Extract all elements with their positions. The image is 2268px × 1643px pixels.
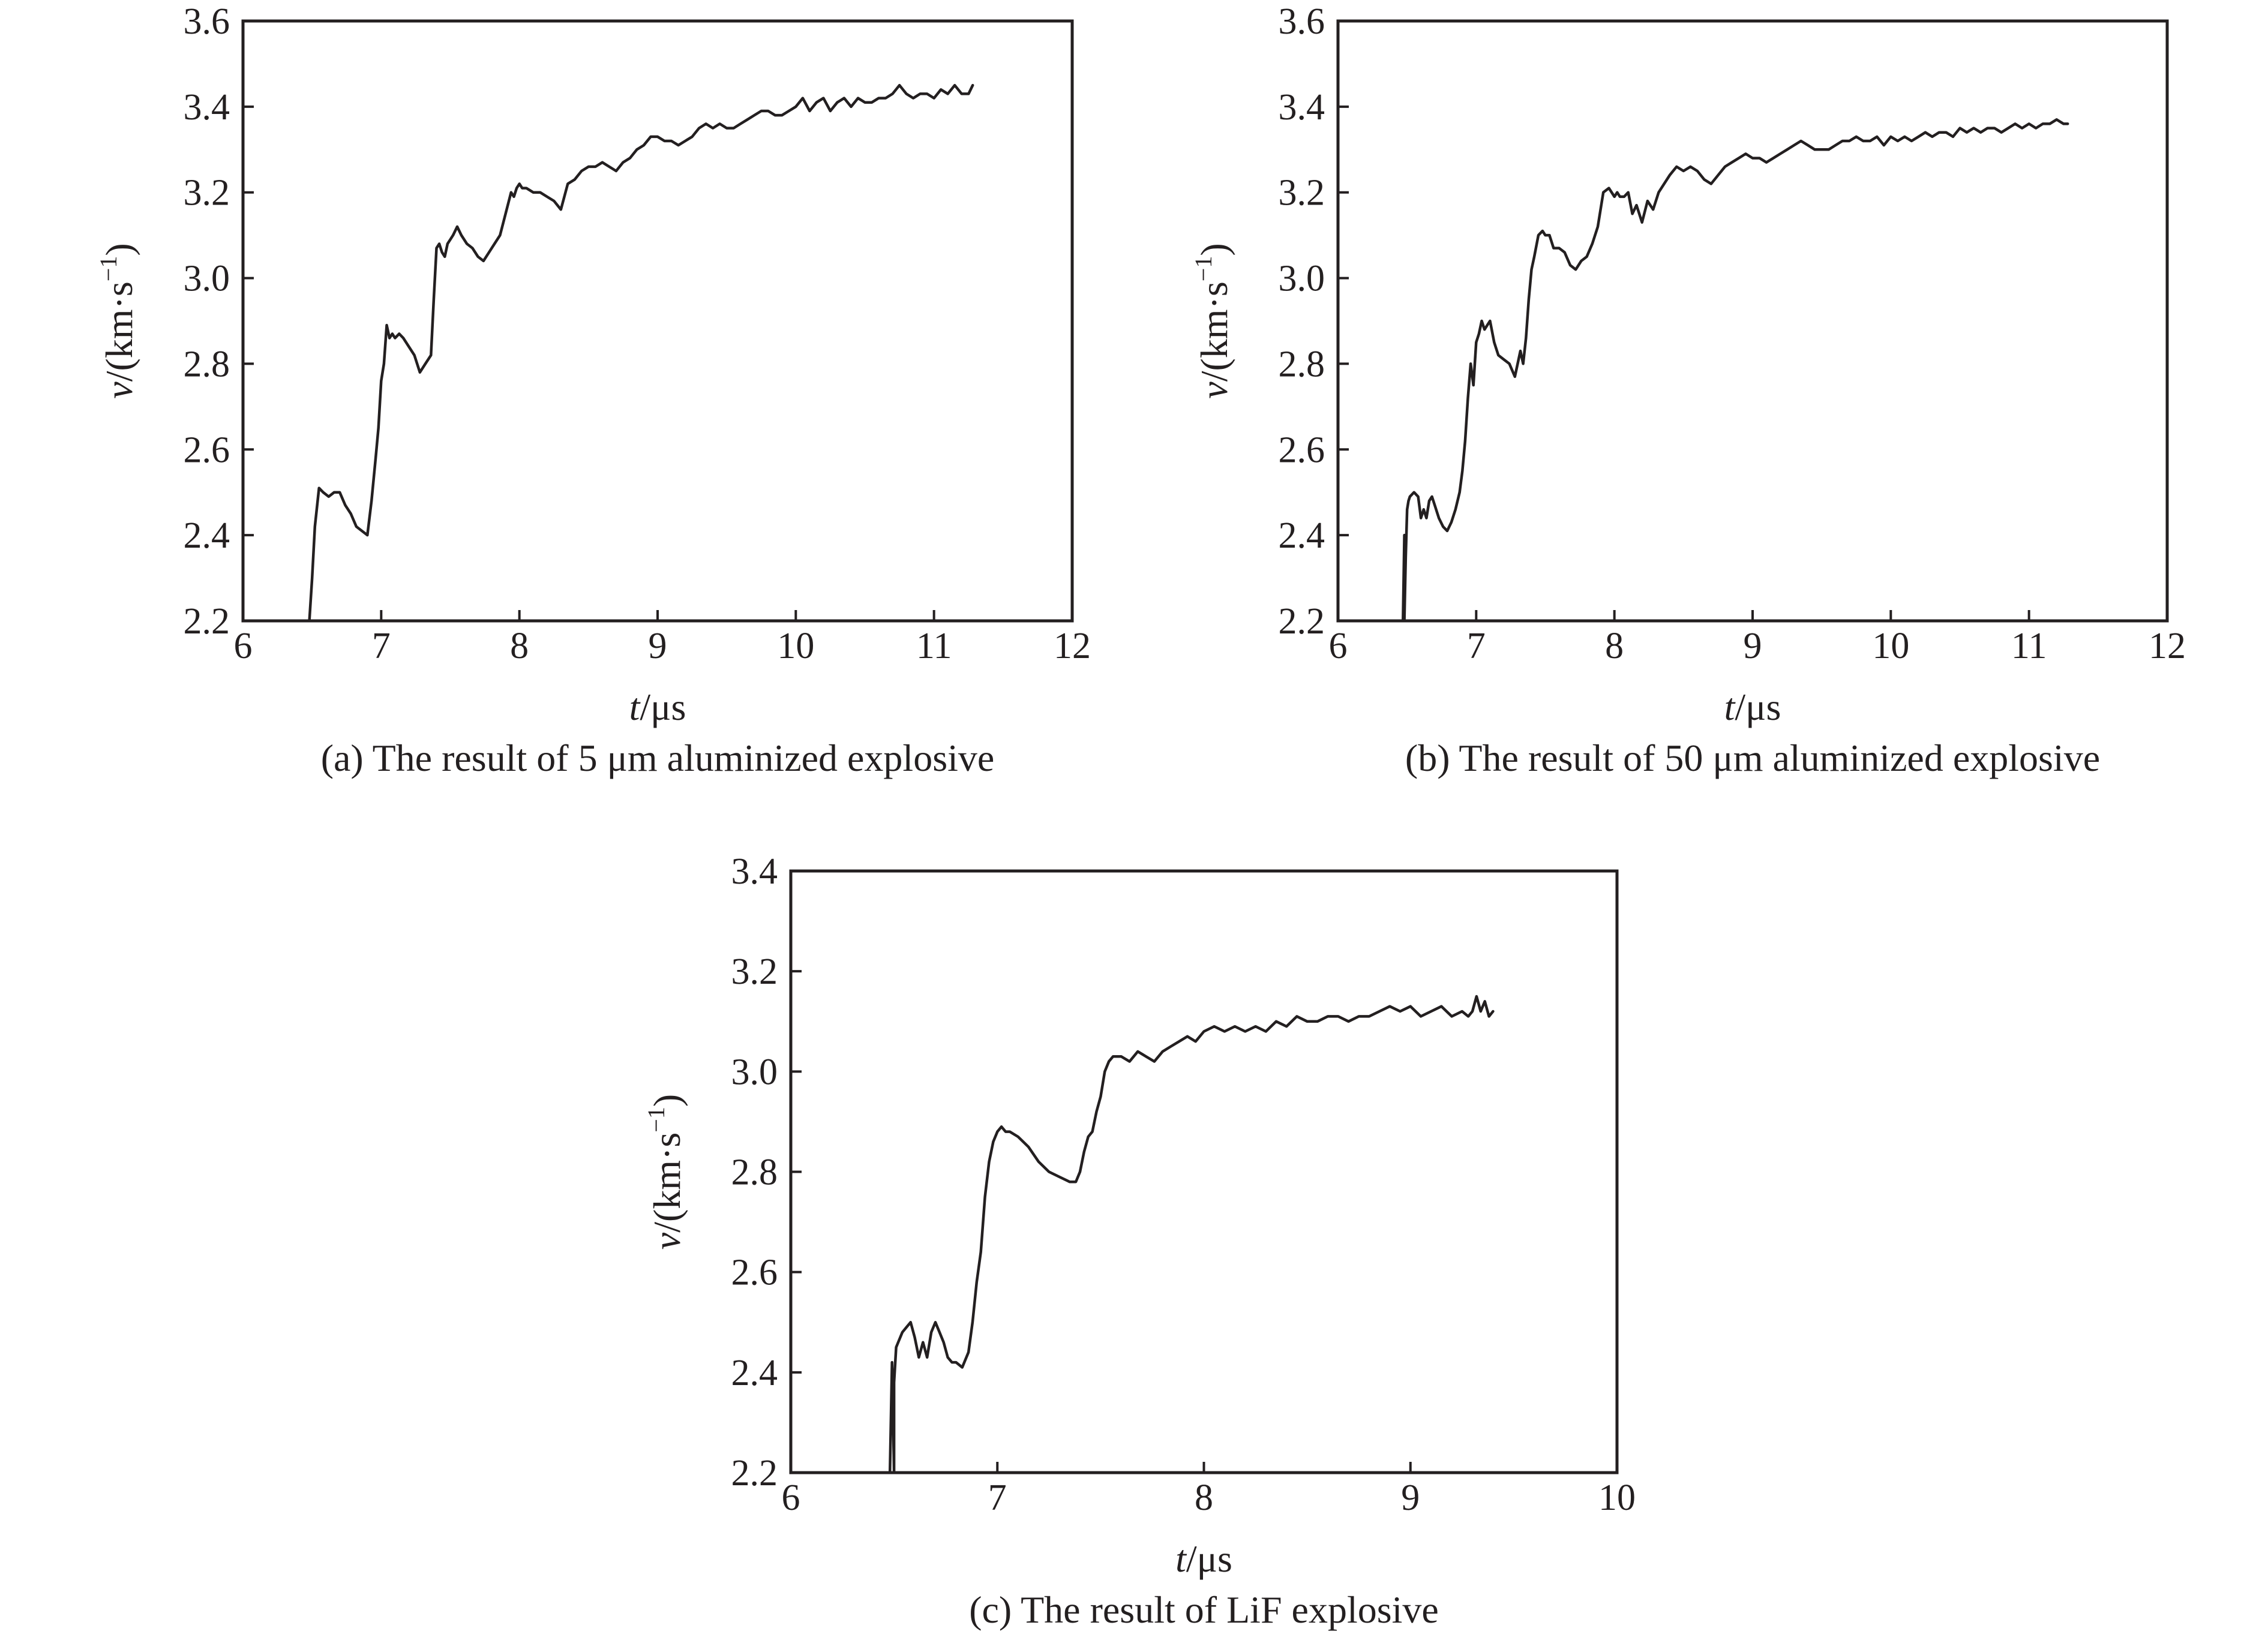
plot-frame bbox=[1336, 19, 2169, 623]
y-axis-variable: v bbox=[1193, 382, 1235, 399]
chart-panel-c: 6 7 8 9 10 2.2 2.4 2.6 2.8 3.0 3.2 3.4 t/μs v/(km·s−1… bbox=[643, 851, 1636, 1631]
x-tick-label: 12 bbox=[2149, 626, 2186, 666]
x-tick-label: 9 bbox=[649, 626, 667, 666]
x-axis-variable: t bbox=[629, 686, 641, 728]
y-tick-label: 3.6 bbox=[184, 1, 230, 42]
x-tick-label: 6 bbox=[1329, 626, 1348, 666]
plot-frame bbox=[789, 869, 1619, 1474]
panel-caption: (a) The result of 5 μm aluminized explos… bbox=[321, 737, 995, 779]
y-tick-label: 3.0 bbox=[184, 259, 230, 299]
chart-panel-a: 6 7 8 9 10 11 122.22.42.62.83.03.23.43.6t/μsv/… bbox=[95, 1, 1091, 779]
x-tick-label: 10 bbox=[1872, 626, 1909, 666]
series-line-a bbox=[308, 83, 974, 623]
y-axis-unit: /(km·s bbox=[98, 281, 140, 382]
y-tick-label: 3.2 bbox=[731, 951, 778, 992]
y-tick-label: 2.6 bbox=[184, 429, 230, 470]
y-tick-label: 3.4 bbox=[1279, 87, 1325, 128]
x-tick-label: 12 bbox=[1054, 626, 1091, 666]
x-axis-label: t/μs bbox=[1175, 1537, 1232, 1580]
y-tick-label: 2.4 bbox=[184, 515, 230, 556]
y-tick-label: 3.0 bbox=[731, 1052, 778, 1092]
x-tick-label: 11 bbox=[2011, 626, 2047, 666]
x-axis-variable: t bbox=[1724, 686, 1736, 728]
y-tick-label: 2.8 bbox=[1279, 344, 1325, 385]
x-tick-label: 6 bbox=[234, 626, 253, 666]
y-tick-label: 2.2 bbox=[731, 1453, 778, 1494]
x-tick-label: 11 bbox=[916, 626, 952, 666]
y-axis-unit: /(km·s bbox=[1193, 281, 1235, 382]
x-tick-label: 9 bbox=[1744, 626, 1762, 666]
y-axis-unit: /(km·s bbox=[646, 1133, 688, 1233]
y-axis-variable: v bbox=[98, 382, 140, 399]
y-tick-label: 2.6 bbox=[1279, 429, 1325, 470]
series-line-b bbox=[1402, 118, 2069, 623]
x-axis-unit: /μs bbox=[1735, 686, 1781, 728]
x-axis-unit: /μs bbox=[1186, 1537, 1232, 1580]
y-tick-label: 3.6 bbox=[1279, 1, 1325, 42]
y-tick-label: 2.8 bbox=[731, 1152, 778, 1193]
x-axis-label: t/μs bbox=[629, 686, 686, 728]
y-tick-label: 3.0 bbox=[1279, 259, 1325, 299]
panel-caption: (c) The result of LiF explosive bbox=[969, 1588, 1439, 1631]
y-tick-label: 3.2 bbox=[184, 173, 230, 214]
series-line-c bbox=[888, 995, 1495, 1474]
y-axis-label: v/(km·s−1) bbox=[643, 1094, 688, 1249]
y-tick-label: 2.6 bbox=[731, 1252, 778, 1293]
y-axis-unit-exponent: −1 bbox=[95, 256, 122, 282]
y-tick-label: 3.2 bbox=[1279, 173, 1325, 214]
y-axis-unit-close: ) bbox=[646, 1094, 688, 1107]
x-tick-label: 8 bbox=[1605, 626, 1624, 666]
y-tick-label: 2.2 bbox=[184, 601, 230, 642]
x-tick-label: 7 bbox=[372, 626, 391, 666]
y-tick-label: 2.4 bbox=[1279, 515, 1325, 556]
x-axis-label: t/μs bbox=[1724, 686, 1781, 728]
y-tick-label: 2.2 bbox=[1279, 601, 1325, 642]
y-axis-unit-close: ) bbox=[1193, 243, 1235, 256]
y-axis-label: v/(km·s−1) bbox=[1190, 243, 1235, 398]
x-axis-variable: t bbox=[1175, 1537, 1187, 1580]
y-axis-unit-exponent: −1 bbox=[643, 1107, 670, 1133]
y-tick-label: 3.4 bbox=[184, 87, 230, 128]
x-tick-label: 8 bbox=[510, 626, 529, 666]
y-axis-unit-exponent: −1 bbox=[1190, 256, 1217, 282]
x-tick-label: 10 bbox=[1598, 1477, 1636, 1518]
panel-caption: (b) The result of 50 μm aluminized explo… bbox=[1405, 737, 2100, 779]
y-tick-label: 2.8 bbox=[184, 344, 230, 385]
x-axis-unit: /μs bbox=[640, 686, 686, 728]
y-tick-label: 2.4 bbox=[731, 1353, 778, 1393]
x-tick-label: 10 bbox=[777, 626, 814, 666]
y-axis-unit-close: ) bbox=[98, 243, 140, 256]
y-axis-label: v/(km·s−1) bbox=[95, 243, 140, 398]
x-tick-label: 7 bbox=[1467, 626, 1486, 666]
chart-panel-b: 6 7 8 9 10 11 122.22.42.62.83.03.23.43.6t/μsv/… bbox=[1190, 1, 2186, 779]
x-tick-label: 9 bbox=[1401, 1477, 1420, 1518]
x-tick-label: 7 bbox=[988, 1477, 1007, 1518]
y-tick-label: 3.4 bbox=[731, 851, 778, 892]
x-tick-label: 8 bbox=[1195, 1477, 1213, 1518]
x-tick-label: 6 bbox=[782, 1477, 800, 1518]
y-axis-variable: v bbox=[646, 1232, 688, 1249]
